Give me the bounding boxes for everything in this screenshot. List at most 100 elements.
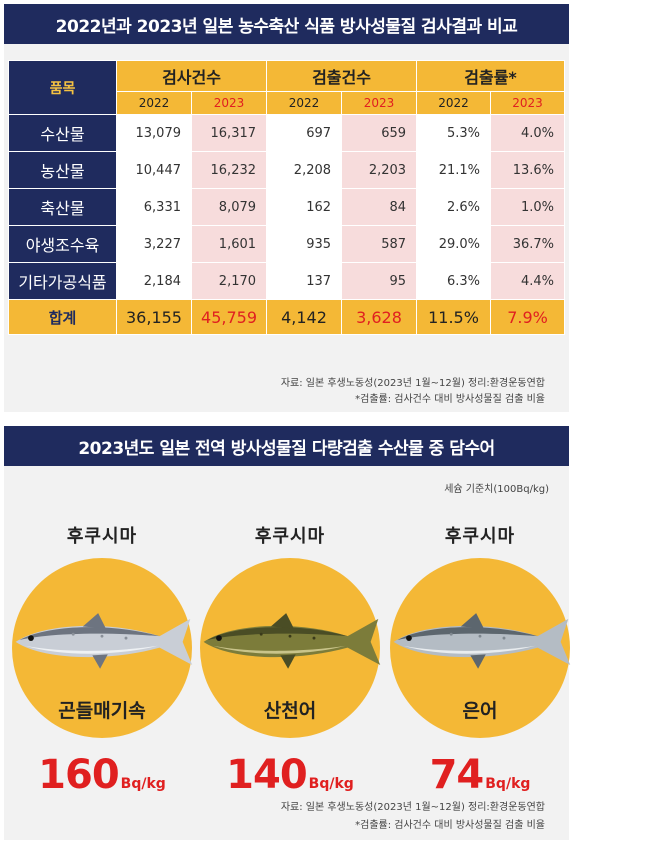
fish-name: 산천어 xyxy=(263,700,317,722)
table-cell: 4.4% xyxy=(490,262,566,300)
inspection-table: 품목 검사건수 검출건수 검출률* 2022 2023 2022 2023 20… xyxy=(8,60,566,335)
value-number: 74 xyxy=(429,752,485,798)
value-number: 140 xyxy=(226,752,307,798)
table-cell: 587 xyxy=(341,225,418,263)
inspection-comparison-panel: 2022년과 2023년 일본 농수축산 식품 방사성물질 검사결과 비교 품목… xyxy=(4,4,569,412)
cell-value: 16,317 xyxy=(210,125,257,141)
region-label: 후쿠시마 xyxy=(66,526,138,547)
table-cell: 697 xyxy=(266,114,343,152)
table-cell: 21.1% xyxy=(416,151,492,189)
table-cell: 95 xyxy=(341,262,418,300)
row-label: 축산물 xyxy=(8,188,117,226)
total-row: 합계 36,155 45,759 4,142 3,628 11.5% 7.9% xyxy=(8,299,566,335)
table-cell: 2,184 xyxy=(116,262,192,300)
table-cell: 659 xyxy=(341,114,418,152)
table-cell: 6,331 xyxy=(116,188,192,226)
row-label: 기타가공식품 xyxy=(8,262,117,300)
table-cell: 5.3% xyxy=(416,114,492,152)
cell-value: 95 xyxy=(389,273,407,289)
table-cell: 36.7% xyxy=(490,225,566,263)
fish-circle: 곤들매기속 xyxy=(12,558,193,738)
group-header-rate: 검출률* xyxy=(416,60,566,92)
total-cell: 11.5% xyxy=(416,299,492,335)
cell-value: 84 xyxy=(389,199,407,215)
table-cell: 137 xyxy=(266,262,343,300)
table-cell: 84 xyxy=(341,188,418,226)
table-row: 농산물 10,447 16,232 2,208 2,203 21.1% 13.6% xyxy=(8,151,566,189)
cell-value: 2,203 xyxy=(368,162,407,178)
table-row: 축산물 6,331 8,079 162 84 2.6% 1.0% xyxy=(8,188,566,226)
table-cell: 13.6% xyxy=(490,151,566,189)
value-unit: Bq/kg xyxy=(485,776,531,792)
table-cell: 1.0% xyxy=(490,188,566,226)
table-cell: 4.0% xyxy=(490,114,566,152)
cell-value: 4.4% xyxy=(521,273,555,289)
fish-circle: 산천어 xyxy=(200,558,381,738)
cell-value: 6.3% xyxy=(447,273,481,289)
table-row: 야생조수육 3,227 1,601 935 587 29.0% 36.7% xyxy=(8,225,566,263)
table-cell: 16,317 xyxy=(190,114,268,152)
source-note: 자료: 일본 후생노동성(2023년 1월~12월) 정리:환경운동연합 xyxy=(280,802,545,813)
table-cell: 10,447 xyxy=(116,151,192,189)
table-cell: 6.3% xyxy=(416,262,492,300)
cell-value: 162 xyxy=(306,199,332,215)
table-row: 기타가공식품 2,184 2,170 137 95 6.3% 4.4% xyxy=(8,262,566,300)
year-header: 2023 xyxy=(190,91,268,115)
unit-note: 세슘 기준치(100Bq/kg) xyxy=(444,484,549,495)
total-cell: 4,142 xyxy=(266,299,343,335)
cell-value: 36.7% xyxy=(512,236,555,252)
cell-value: 2,208 xyxy=(293,162,332,178)
cell-value: 935 xyxy=(306,236,332,252)
cell-value: 587 xyxy=(381,236,407,252)
total-cell: 3,628 xyxy=(341,299,418,335)
cell-value: 2,184 xyxy=(143,273,181,289)
footnote: *검출률: 검사건수 대비 방사성물질 검출 비율 xyxy=(355,394,545,405)
cell-value: 2,170 xyxy=(218,273,257,289)
fish-name: 곤들매기속 xyxy=(58,700,146,722)
fish-title: 2023년도 일본 전역 방사성물질 다량검출 수산물 중 담수어 xyxy=(4,426,569,466)
row-label: 수산물 xyxy=(8,114,117,152)
cell-value: 21.1% xyxy=(438,162,481,178)
table-cell: 2,208 xyxy=(266,151,343,189)
table-cell: 1,601 xyxy=(190,225,268,263)
cell-value: 3,227 xyxy=(143,236,181,252)
cell-value: 659 xyxy=(381,125,407,141)
table-cell: 2,170 xyxy=(190,262,268,300)
cell-value: 5.3% xyxy=(447,125,481,141)
cell-value: 1,601 xyxy=(218,236,257,252)
year-header: 2023 xyxy=(341,91,418,115)
row-label: 농산물 xyxy=(8,151,117,189)
cell-value: 13,079 xyxy=(135,125,182,141)
cell-value: 1.0% xyxy=(521,199,555,215)
total-cell: 45,759 xyxy=(190,299,268,335)
cell-value: 4.0% xyxy=(521,125,555,141)
total-label: 합계 xyxy=(8,299,117,335)
cell-value: 16,232 xyxy=(210,162,257,178)
value-unit: Bq/kg xyxy=(120,776,166,792)
table-title: 2022년과 2023년 일본 농수축산 식품 방사성물질 검사결과 비교 xyxy=(4,4,569,44)
fish-card: 후쿠시마 은어 74 Bq/kg xyxy=(390,522,571,822)
freshwater-fish-panel: 2023년도 일본 전역 방사성물질 다량검출 수산물 중 담수어 세슘 기준치… xyxy=(4,426,571,840)
cell-value: 2.6% xyxy=(447,199,481,215)
year-header: 2022 xyxy=(416,91,492,115)
source-note: 자료: 일본 후생노동성(2023년 1월~12월) 정리:환경운동연합 xyxy=(280,378,545,389)
footnote: *검출률: 검사건수 대비 방사성물질 검출 비율 xyxy=(355,820,545,831)
table-cell: 29.0% xyxy=(416,225,492,263)
cesium-value: 160 Bq/kg xyxy=(12,752,192,798)
group-header-tests: 검사건수 xyxy=(115,60,268,92)
table-row: 수산물 13,079 16,317 697 659 5.3% 4.0% xyxy=(8,114,566,152)
cell-value: 697 xyxy=(306,125,332,141)
total-cell: 7.9% xyxy=(490,299,566,335)
year-header: 2022 xyxy=(266,91,343,115)
table-cell: 2,203 xyxy=(341,151,418,189)
cell-value: 8,079 xyxy=(218,199,257,215)
cell-value: 6,331 xyxy=(143,199,181,215)
cell-value: 29.0% xyxy=(438,236,481,252)
table-cell: 935 xyxy=(266,225,343,263)
year-header: 2023 xyxy=(490,91,566,115)
region-label: 후쿠시마 xyxy=(254,526,326,547)
cesium-value: 140 Bq/kg xyxy=(200,752,380,798)
fish-name: 은어 xyxy=(462,700,498,722)
value-number: 160 xyxy=(38,752,119,798)
